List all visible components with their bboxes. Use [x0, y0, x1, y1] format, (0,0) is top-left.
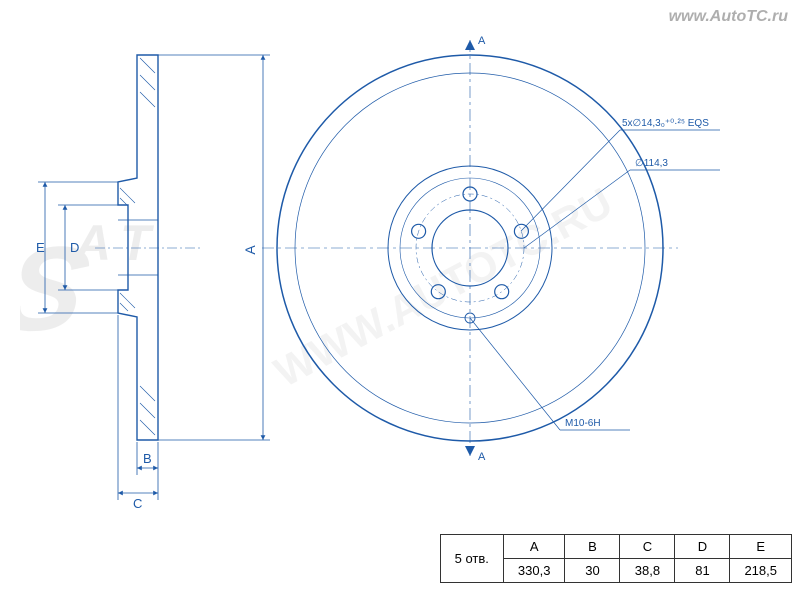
dimension-table: 5 отв. A B C D E 330,3 30 38,8 81 218,5 [440, 534, 792, 583]
svg-text:B: B [143, 451, 152, 466]
svg-text:A: A [478, 451, 486, 463]
svg-text:A: A [242, 245, 258, 255]
table-note: 5 отв. [440, 535, 503, 583]
svg-text:C: C [133, 496, 142, 511]
tech-drawing: A E D B C [0, 0, 800, 591]
tv-E: 218,5 [730, 559, 792, 583]
tv-D: 81 [675, 559, 730, 583]
table-header-row: 5 отв. A B C D E [440, 535, 791, 559]
svg-text:A: A [478, 35, 486, 47]
th-E: E [730, 535, 792, 559]
th-A: A [503, 535, 565, 559]
callout-bolt-spec: 5x∅14,3₀⁺⁰·²⁵ EQS [622, 118, 709, 129]
svg-text:E: E [36, 240, 45, 255]
dim-ED: E D [36, 182, 128, 313]
side-view [95, 55, 200, 440]
tv-C: 38,8 [620, 559, 675, 583]
svg-text:D: D [70, 240, 79, 255]
dim-A: A [158, 55, 270, 440]
th-D: D [675, 535, 730, 559]
callout-thread: M10-6H [565, 418, 601, 429]
th-C: C [620, 535, 675, 559]
th-B: B [565, 535, 620, 559]
tv-A: 330,3 [503, 559, 565, 583]
dim-BC: B C [118, 315, 158, 511]
callout-pcd: ∅114,3 [635, 158, 668, 169]
tv-B: 30 [565, 559, 620, 583]
front-view [262, 40, 678, 456]
